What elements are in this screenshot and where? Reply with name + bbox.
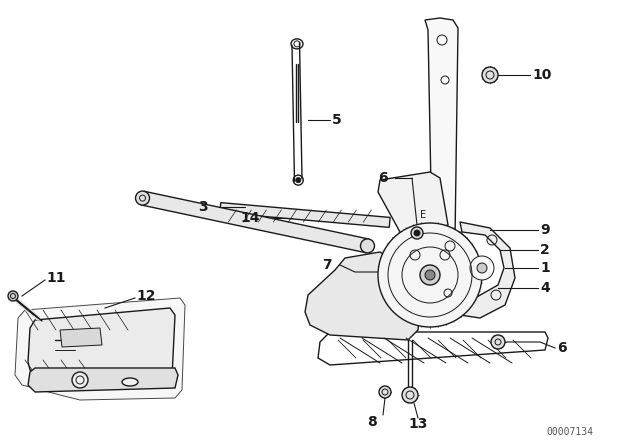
Text: E: E <box>420 210 426 220</box>
Circle shape <box>414 230 420 236</box>
Polygon shape <box>141 191 369 253</box>
Polygon shape <box>425 18 458 248</box>
Polygon shape <box>60 328 102 347</box>
Text: 6: 6 <box>378 171 388 185</box>
Circle shape <box>360 239 374 253</box>
Circle shape <box>296 177 301 183</box>
Circle shape <box>411 227 423 239</box>
Text: 3: 3 <box>198 200 208 214</box>
Text: 9: 9 <box>540 223 550 237</box>
Circle shape <box>72 372 88 388</box>
Circle shape <box>402 387 418 403</box>
Circle shape <box>136 191 150 205</box>
Polygon shape <box>305 252 420 340</box>
Text: 1: 1 <box>540 261 550 275</box>
Polygon shape <box>378 172 448 310</box>
Circle shape <box>8 291 18 301</box>
Text: 7: 7 <box>323 258 332 272</box>
Polygon shape <box>28 308 175 386</box>
Polygon shape <box>28 368 178 392</box>
Text: 2: 2 <box>540 243 550 257</box>
Polygon shape <box>458 222 515 318</box>
Text: 12: 12 <box>136 289 156 303</box>
Text: 10: 10 <box>532 68 552 82</box>
Ellipse shape <box>122 378 138 386</box>
Polygon shape <box>433 232 468 258</box>
Circle shape <box>482 67 498 83</box>
Circle shape <box>470 256 494 280</box>
Circle shape <box>425 270 435 280</box>
Text: 4: 4 <box>540 281 550 295</box>
Circle shape <box>477 263 487 273</box>
Circle shape <box>379 386 391 398</box>
Text: 6: 6 <box>557 341 566 355</box>
Text: 11: 11 <box>46 271 65 285</box>
Polygon shape <box>220 202 390 228</box>
Polygon shape <box>15 298 185 400</box>
Circle shape <box>491 335 505 349</box>
Text: 8: 8 <box>367 415 377 429</box>
Circle shape <box>378 223 482 327</box>
Circle shape <box>420 265 440 285</box>
Text: 00007134: 00007134 <box>547 427 593 437</box>
Text: 14: 14 <box>241 211 260 225</box>
Text: 13: 13 <box>408 417 428 431</box>
Text: 5: 5 <box>332 113 342 127</box>
